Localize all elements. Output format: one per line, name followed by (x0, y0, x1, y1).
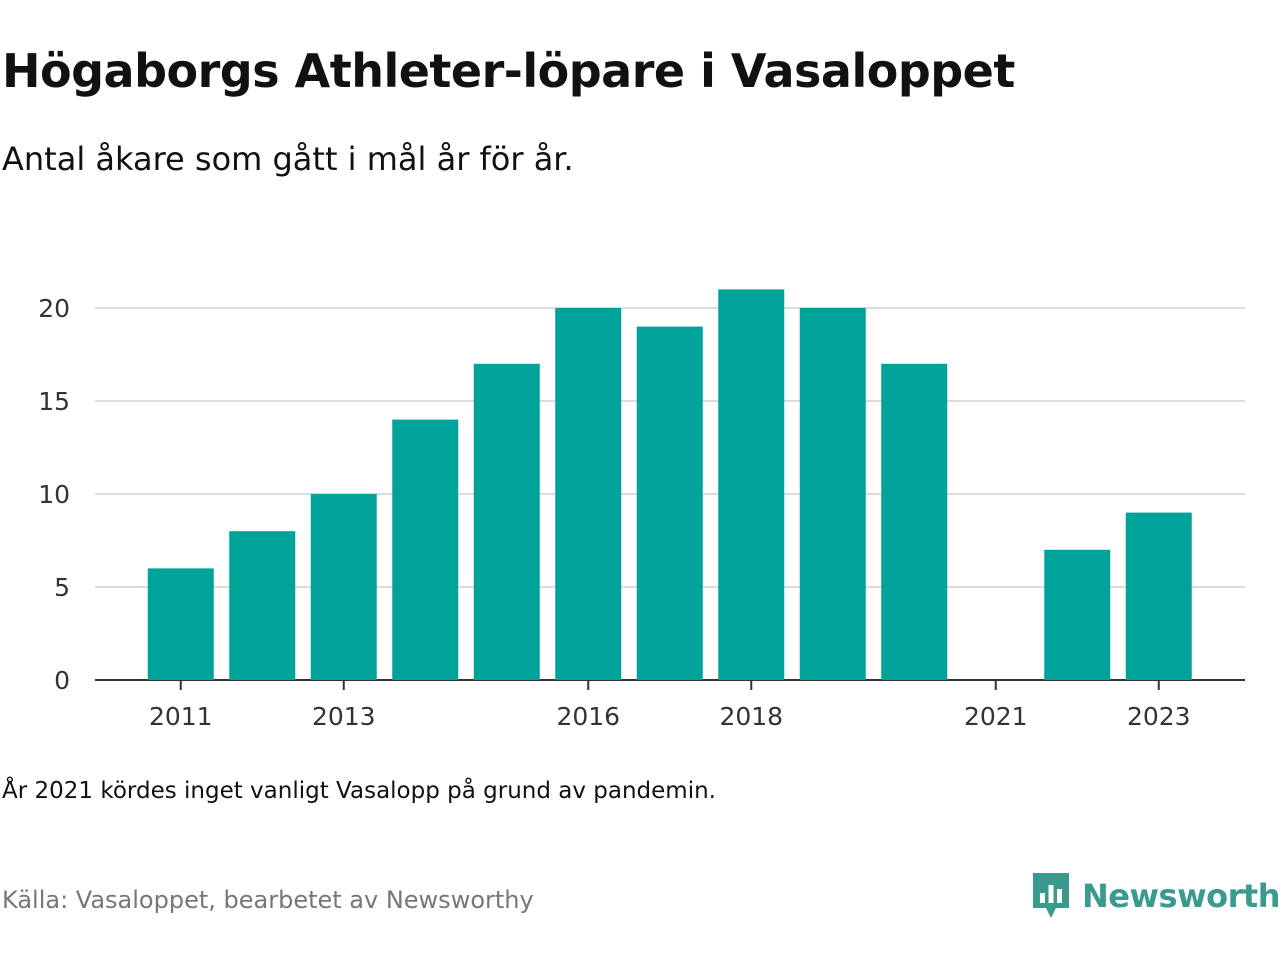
source-text: Källa: Vasaloppet, bearbetet av Newswort… (2, 886, 534, 914)
x-tick-label: 2018 (719, 702, 783, 731)
chart-subtitle: Antal åkare som gått i mål år för år. (2, 140, 574, 178)
y-tick-label: 20 (38, 294, 70, 323)
bar-2012 (229, 531, 296, 680)
bar-chart: 0 5 10 15 20 2011 2013 2016 2018 2021 2023 (38, 289, 1245, 731)
bar-2013 (310, 494, 377, 680)
bar-2022 (1044, 549, 1111, 680)
bar-2018 (718, 289, 785, 680)
y-tick-label: 5 (54, 573, 70, 602)
y-tick-label: 15 (38, 387, 70, 416)
chart-title: Högaborgs Athleter-löpare i Vasaloppet (2, 44, 1015, 98)
newsworthy-bar-chart-logo-icon (1033, 873, 1069, 918)
bar-2019 (799, 308, 866, 680)
newsworthy-logo-text: Newsworthy (1082, 877, 1280, 915)
bar-2014 (392, 419, 459, 680)
bar-2015 (473, 363, 540, 680)
x-tick-label: 2011 (149, 702, 213, 731)
chart-note: År 2021 kördes inget vanligt Vasalopp på… (2, 778, 716, 804)
bars (147, 289, 1192, 680)
x-tick-label: 2016 (556, 702, 620, 731)
x-tick-label: 2023 (1127, 702, 1191, 731)
x-tick-label: 2013 (312, 702, 376, 731)
bar-2020 (881, 363, 948, 680)
bar-2023 (1125, 512, 1192, 680)
y-tick-label: 10 (38, 480, 70, 509)
bar-2017 (636, 326, 703, 680)
y-tick-label: 0 (54, 666, 70, 695)
bar-2016 (555, 308, 622, 680)
bar-2011 (147, 568, 214, 680)
x-axis-ticks: 2011 2013 2016 2018 2021 2023 (149, 680, 1191, 731)
x-tick-label: 2021 (964, 702, 1028, 731)
newsworthy-logo: Newsworthy (1030, 870, 1280, 922)
y-axis-tick-labels: 0 5 10 15 20 (38, 294, 70, 695)
